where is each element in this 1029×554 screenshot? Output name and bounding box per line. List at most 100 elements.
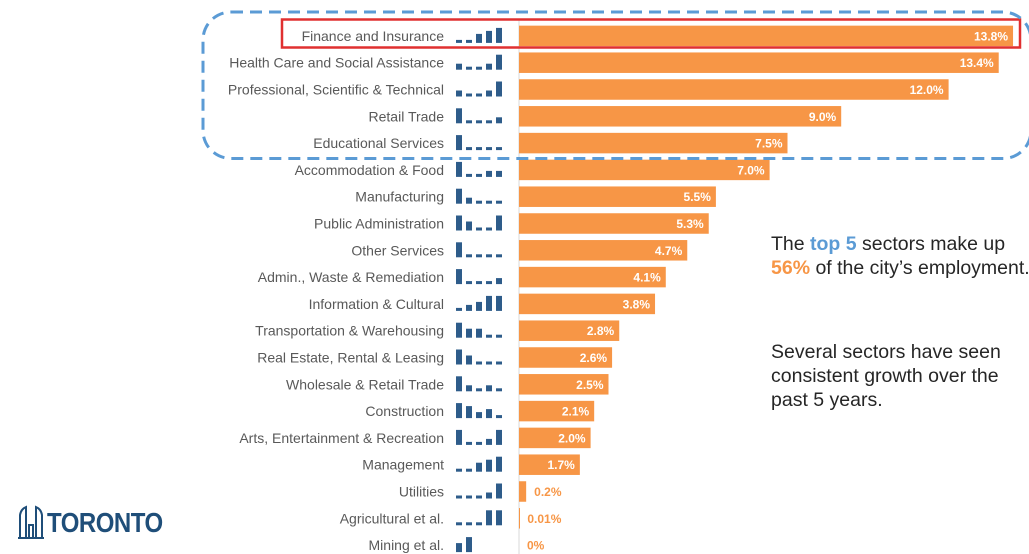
category-label: Accommodation & Food bbox=[295, 162, 444, 178]
value-label: 2.6% bbox=[580, 351, 608, 365]
category-label: Management bbox=[362, 457, 444, 473]
value-label: 2.1% bbox=[562, 405, 590, 419]
category-label: Professional, Scientific & Technical bbox=[228, 82, 444, 98]
value-label: 9.0% bbox=[809, 110, 837, 124]
category-label: Real Estate, Rental & Leasing bbox=[257, 350, 444, 366]
trend-sparkline-bar bbox=[476, 173, 482, 177]
value-label: 1.7% bbox=[548, 458, 576, 472]
trend-sparkline-bar bbox=[456, 468, 462, 472]
category-label: Admin., Waste & Remediation bbox=[258, 269, 444, 285]
trend-sparkline-bar bbox=[466, 221, 472, 231]
trend-sparkline-bar bbox=[456, 63, 462, 70]
trend-sparkline-bar bbox=[456, 429, 462, 445]
trend-sparkline-bar bbox=[486, 409, 492, 419]
data-bar bbox=[519, 508, 520, 529]
trend-sparkline-bar bbox=[466, 304, 472, 311]
trend-sparkline-bar bbox=[496, 295, 502, 311]
value-label: 2.8% bbox=[587, 324, 615, 338]
trend-sparkline-bar bbox=[476, 147, 482, 151]
trend-sparkline-bar bbox=[486, 510, 492, 526]
trend-sparkline-bar bbox=[466, 522, 472, 526]
trend-sparkline-bar bbox=[456, 135, 462, 151]
category-label: Wholesale & Retail Trade bbox=[286, 376, 444, 392]
trend-sparkline-bar bbox=[486, 281, 492, 285]
category-label: Health Care and Social Assistance bbox=[229, 55, 444, 71]
category-label: Educational Services bbox=[313, 135, 444, 151]
annotation-top5: The top 5 sectors make up 56% of the cit… bbox=[771, 233, 1029, 279]
trend-sparkline-bar bbox=[496, 334, 502, 338]
value-label: 2.5% bbox=[576, 378, 604, 392]
value-label: 2.0% bbox=[558, 431, 586, 445]
trend-sparkline-bar bbox=[456, 307, 462, 311]
category-label: Manufacturing bbox=[355, 189, 444, 205]
value-label: 5.3% bbox=[676, 217, 704, 231]
toronto-city-hall-icon bbox=[18, 505, 44, 539]
trend-sparkline-bar bbox=[456, 269, 462, 285]
trend-sparkline-bar bbox=[486, 30, 492, 43]
category-label: Retail Trade bbox=[369, 108, 445, 124]
trend-sparkline-bar bbox=[456, 188, 462, 204]
data-bar bbox=[519, 266, 666, 288]
trend-sparkline-bar bbox=[496, 361, 502, 365]
trend-sparkline-bar bbox=[466, 495, 472, 499]
trend-sparkline-bar bbox=[466, 385, 472, 392]
trend-sparkline-bar bbox=[496, 510, 502, 526]
data-bar bbox=[519, 159, 770, 181]
logo-wordmark: TORONTO bbox=[47, 507, 163, 539]
data-bar bbox=[519, 240, 688, 261]
trend-sparkline-bar bbox=[476, 281, 482, 285]
trend-sparkline-bar bbox=[456, 522, 462, 526]
trend-sparkline-bar bbox=[496, 170, 502, 177]
data-bar bbox=[519, 454, 580, 475]
category-label: Mining et al. bbox=[369, 537, 444, 553]
trend-sparkline-bar bbox=[486, 90, 492, 97]
trend-sparkline-bar bbox=[456, 376, 462, 392]
trend-sparkline-bar bbox=[486, 438, 492, 445]
trend-sparkline-bar bbox=[476, 361, 482, 365]
highlight-box bbox=[280, 18, 1022, 49]
category-label: Finance and Insurance bbox=[302, 28, 445, 44]
trend-sparkline-bar bbox=[496, 81, 502, 97]
trend-sparkline-bar bbox=[496, 429, 502, 445]
value-label: 13.4% bbox=[960, 56, 994, 70]
trend-sparkline-bar bbox=[476, 227, 482, 231]
trend-sparkline-bar bbox=[486, 459, 492, 472]
data-bar bbox=[519, 481, 527, 502]
data-bar bbox=[519, 52, 999, 73]
trend-sparkline-bar bbox=[476, 328, 482, 338]
data-bar bbox=[519, 186, 716, 207]
trend-sparkline-bar bbox=[456, 215, 462, 231]
trend-sparkline-bar bbox=[486, 492, 492, 499]
trend-sparkline-bar bbox=[466, 147, 472, 151]
trend-sparkline-bar bbox=[476, 254, 482, 258]
trend-sparkline-bar bbox=[476, 33, 482, 43]
trend-sparkline-bar bbox=[476, 388, 482, 392]
value-label: 4.7% bbox=[655, 244, 683, 258]
trend-sparkline-bar bbox=[496, 117, 502, 124]
trend-sparkline-bar bbox=[486, 147, 492, 151]
trend-sparkline-bar bbox=[476, 93, 482, 97]
trend-sparkline-bar bbox=[476, 412, 482, 419]
trend-sparkline-bar bbox=[476, 66, 482, 70]
category-label: Other Services bbox=[351, 242, 444, 258]
trend-sparkline-bar bbox=[496, 147, 502, 151]
trend-sparkline-bar bbox=[456, 495, 462, 499]
category-label: Transportation & Warehousing bbox=[255, 323, 444, 339]
trend-sparkline-bar bbox=[476, 301, 482, 311]
trend-sparkline-bar bbox=[466, 120, 472, 124]
category-label: Construction bbox=[365, 403, 444, 419]
trend-sparkline-bar bbox=[486, 63, 492, 70]
trend-sparkline-bar bbox=[486, 170, 492, 177]
trend-sparkline-bar bbox=[456, 349, 462, 365]
trend-sparkline-bar bbox=[486, 200, 492, 204]
trend-sparkline-bar bbox=[496, 456, 502, 472]
trend-sparkline-bar bbox=[476, 441, 482, 445]
value-label: 13.8% bbox=[974, 29, 1008, 43]
trend-sparkline-bar bbox=[456, 39, 462, 43]
data-bar bbox=[519, 132, 788, 154]
trend-sparkline-bar bbox=[466, 254, 472, 258]
trend-sparkline-bar bbox=[496, 415, 502, 419]
trend-sparkline-bar bbox=[466, 66, 472, 70]
trend-sparkline-bar bbox=[486, 227, 492, 231]
